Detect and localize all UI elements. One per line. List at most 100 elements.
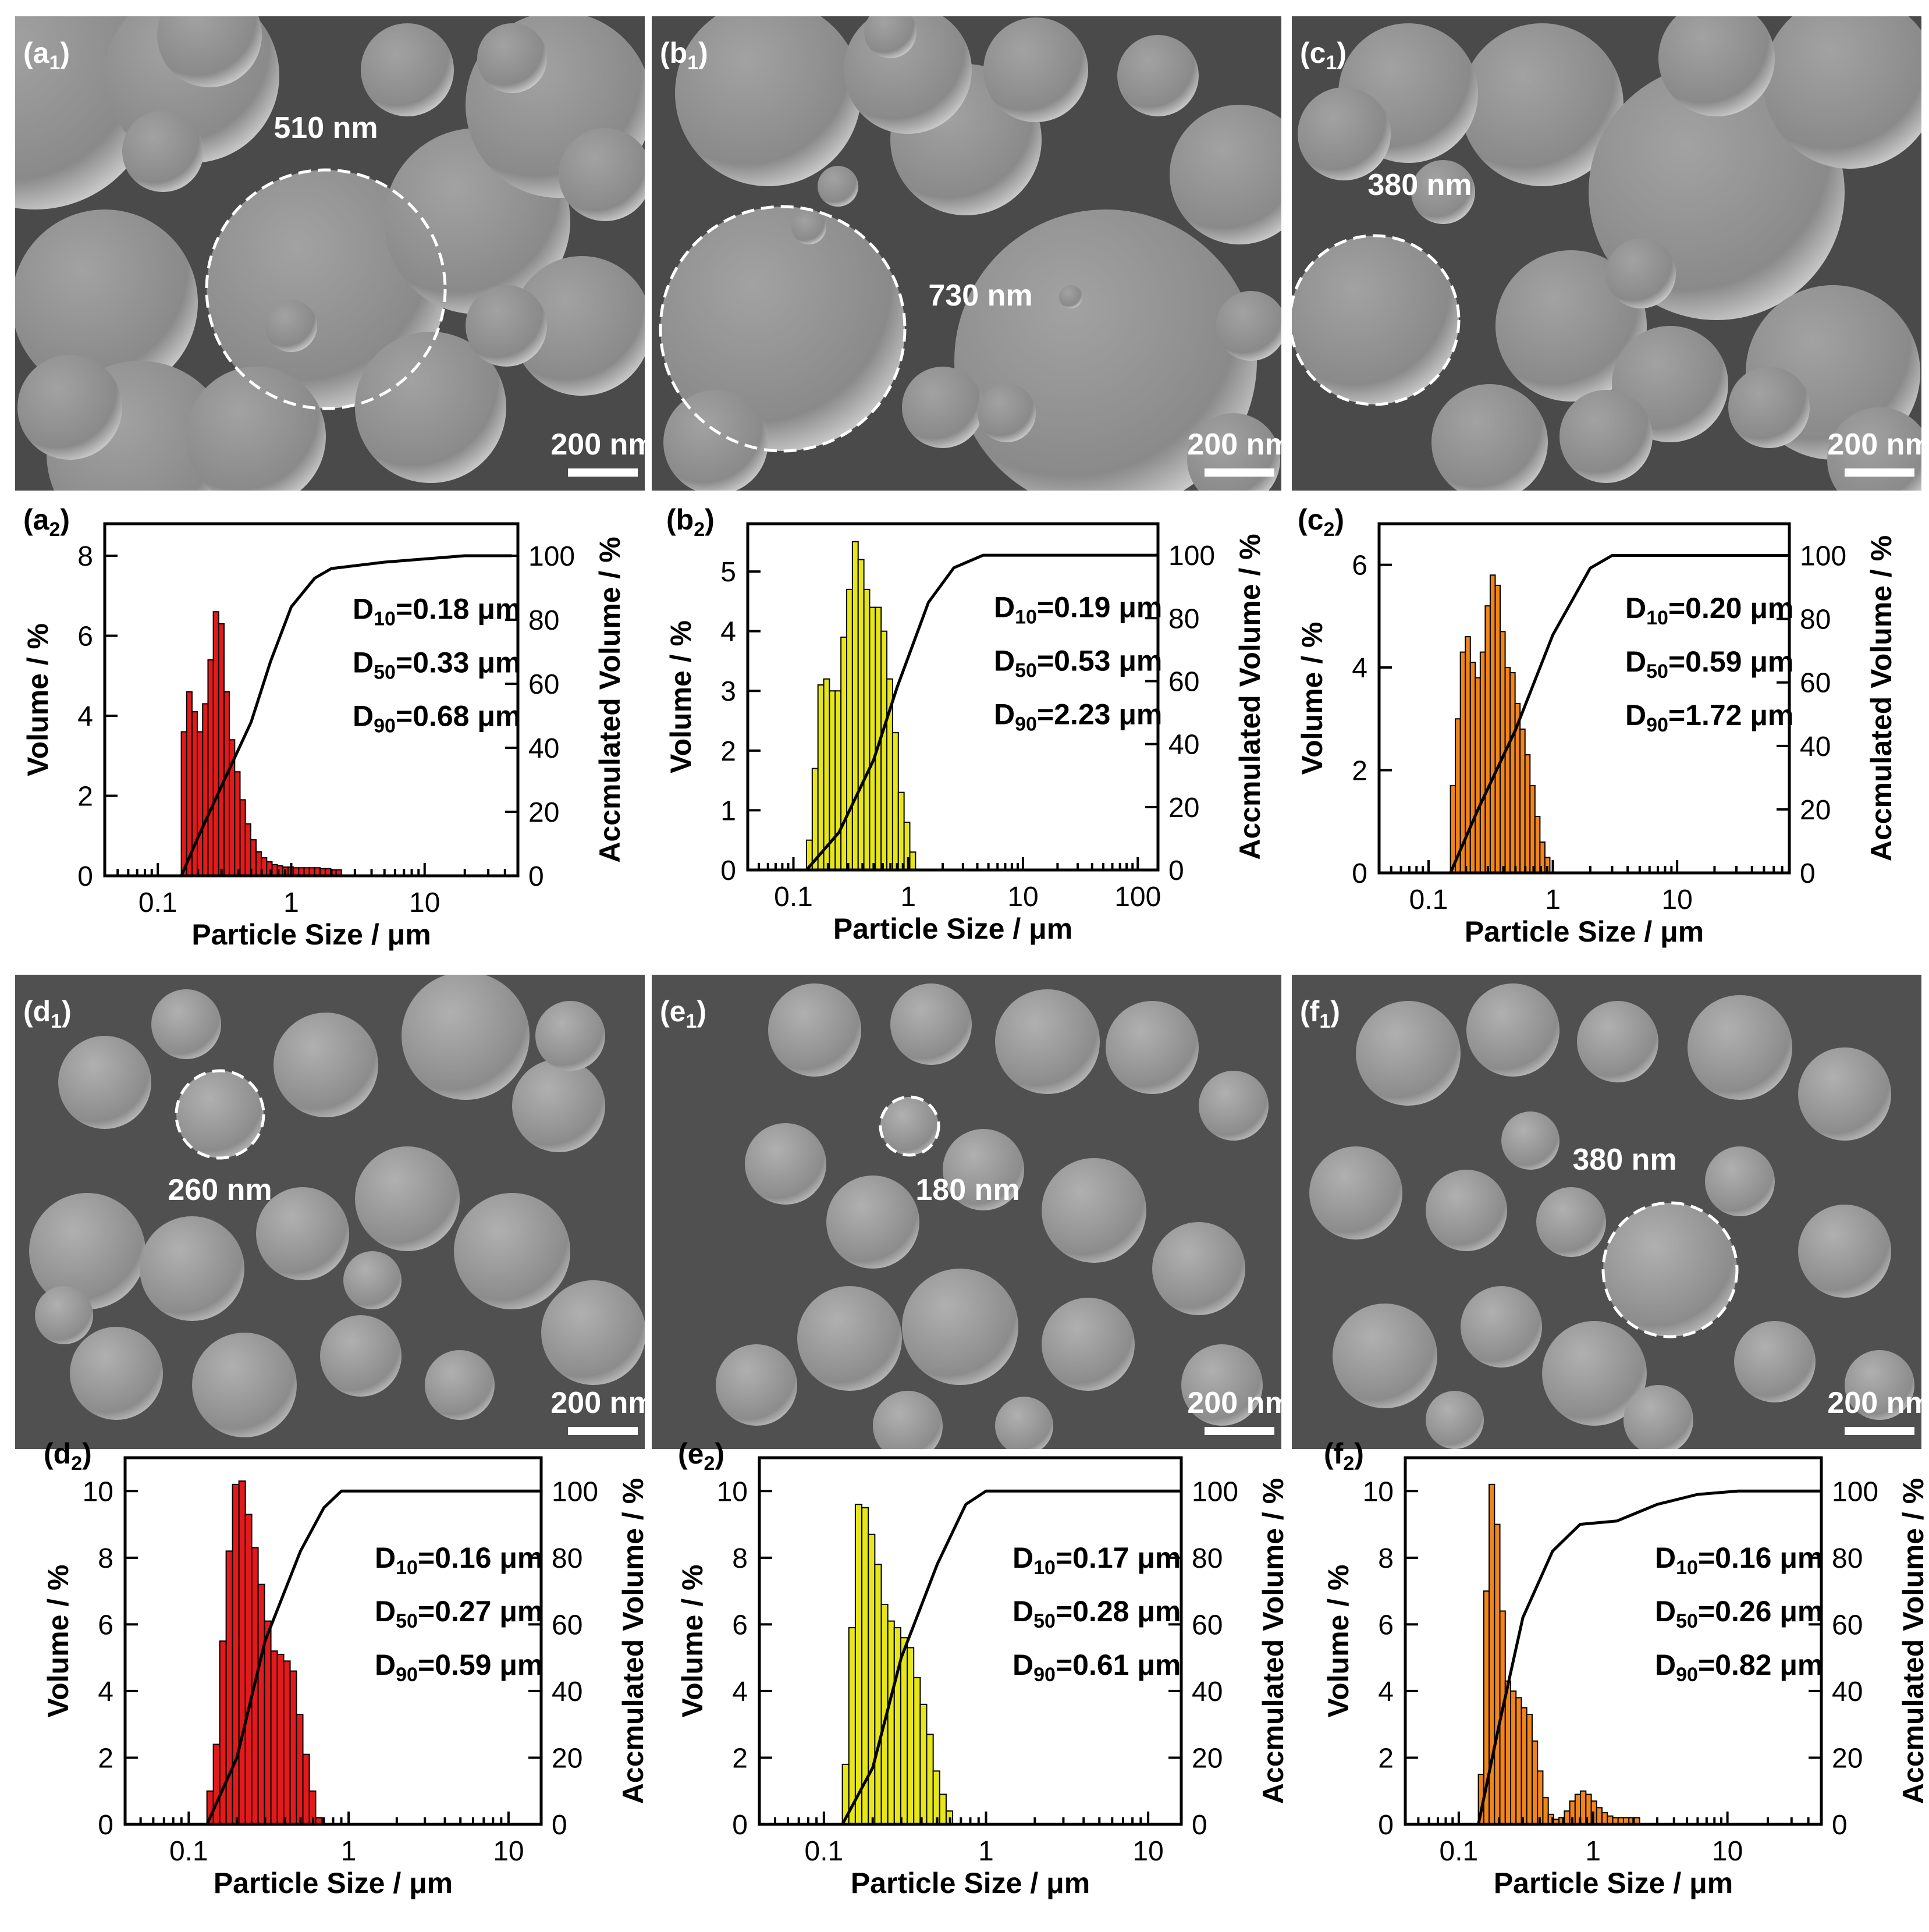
panel-label-b1-main: (b (660, 37, 687, 69)
x-tick-label: 0.1 (805, 1836, 844, 1867)
stat-d10-main: D (994, 591, 1015, 624)
stat-d10: D10=0.20 μm (1625, 592, 1793, 629)
panel-label-d1: (d1) (23, 995, 72, 1032)
sem-particle (791, 209, 826, 244)
histogram-bar (939, 1794, 947, 1826)
histogram-bar (234, 771, 241, 876)
y2-tick-label: 100 (1168, 541, 1215, 571)
particle-size-annotation: 380 nm (1572, 1143, 1676, 1177)
y-tick-label: 0 (77, 861, 93, 892)
sem-particle (1798, 1205, 1891, 1298)
histogram-bar (218, 623, 225, 876)
y-tick-label: 2 (1378, 1743, 1394, 1774)
sem-particle (1845, 1350, 1914, 1420)
histogram-bar (1564, 1810, 1571, 1825)
stat-d90-value: =0.82 μm (1698, 1649, 1823, 1681)
y2-tick-label: 60 (528, 669, 559, 700)
scale-bar (568, 468, 638, 477)
stat-d10: D10=0.17 μm (1013, 1542, 1181, 1579)
stat-d90-value: =2.23 μm (1037, 698, 1162, 731)
sem-particle (343, 1251, 402, 1309)
sem-particle (1763, 16, 1921, 169)
x-tick-label: 10 (1712, 1836, 1743, 1867)
sem-particle (978, 384, 1036, 442)
histogram-bar (854, 1504, 863, 1826)
plot-frame (746, 522, 1160, 872)
y-tick-label: 2 (720, 736, 736, 767)
y-tick-label: 0 (98, 1810, 113, 1841)
sem-particle (797, 1286, 902, 1391)
sem-particle (1333, 1304, 1437, 1408)
cumulative-curve (1477, 1489, 1821, 1825)
sem-particle (1542, 1321, 1647, 1426)
histogram-bar (1534, 815, 1541, 873)
stat-d10-sub: 10 (1033, 1557, 1056, 1579)
stat-d90-main: D (1655, 1649, 1676, 1681)
stat-d90-sub: 90 (374, 715, 396, 737)
stat-d10: D10=0.16 μm (375, 1542, 543, 1579)
y2-tick-label: 80 (1800, 605, 1831, 635)
histogram-bar (913, 1677, 921, 1825)
histogram-bar (863, 588, 871, 871)
histogram-bar (1469, 662, 1476, 874)
y-tick-label: 2 (98, 1743, 113, 1774)
x-tick-label: 0.1 (1409, 885, 1448, 915)
x-axis-title: Particle Size / μm (214, 1867, 453, 1899)
panel-label-e2-paren: ) (715, 1437, 724, 1470)
y2-tick-label: 40 (528, 733, 559, 764)
stat-d10-sub: 10 (1646, 607, 1668, 629)
stat-d50-main: D (1625, 645, 1646, 678)
y2-tick-label: 0 (1800, 858, 1816, 889)
y2-tick-label: 60 (1800, 668, 1831, 699)
histogram-bar (1504, 667, 1511, 873)
histogram-bar (232, 1483, 240, 1825)
y-tick-label: 8 (1378, 1543, 1394, 1574)
y2-tick-label: 60 (1168, 666, 1199, 697)
y-tick-label: 6 (732, 1610, 748, 1640)
sem-particle (273, 1013, 378, 1117)
panel-label-a2-paren: ) (60, 503, 70, 536)
stat-d10-main: D (1013, 1542, 1033, 1574)
sem-particle (1658, 16, 1775, 116)
histogram-bar (868, 1533, 876, 1826)
stat-d10-sub: 10 (396, 1557, 418, 1579)
stat-d10: D10=0.19 μm (994, 591, 1162, 628)
y2-axis-title: Accmulated Volume / % (1257, 1478, 1289, 1804)
stat-d90: D90=0.61 μm (1013, 1649, 1181, 1686)
histogram-bar (869, 606, 876, 871)
scale-bar (568, 1427, 638, 1435)
stat-d10-sub: 10 (1015, 606, 1037, 628)
sem-particle (1309, 1146, 1402, 1240)
sem-particle (1292, 236, 1459, 404)
stat-d90-sub: 90 (396, 1664, 418, 1686)
sem-particle (1734, 1321, 1816, 1402)
particle-size-annotation: 380 nm (1367, 168, 1472, 202)
histogram-bar (283, 1660, 291, 1825)
particle-size-annotation: 180 nm (915, 1173, 1019, 1207)
x-axis-title: Particle Size / μm (851, 1867, 1090, 1899)
sem-image-f1 (1292, 975, 1921, 1449)
sem-particle (1728, 367, 1810, 448)
histogram-bar (1542, 1797, 1549, 1826)
y2-tick-label: 40 (1192, 1677, 1223, 1707)
stat-d90-main: D (1625, 699, 1646, 731)
y-tick-label: 8 (98, 1543, 113, 1574)
stat-d50: D50=0.59 μm (1625, 645, 1793, 683)
sem-particle (70, 1327, 163, 1420)
y2-tick-label: 80 (1832, 1543, 1863, 1574)
histogram-bar (1509, 672, 1516, 873)
y2-tick-label: 100 (552, 1476, 598, 1507)
histogram-bar (1531, 1740, 1539, 1825)
histogram-bar (276, 1653, 285, 1826)
histogram-bar (857, 559, 865, 871)
sem-particle (1042, 1298, 1135, 1391)
histogram-bar (186, 691, 193, 876)
scale-bar (1205, 468, 1274, 477)
stat-d50-value: =0.27 μm (418, 1595, 543, 1628)
stat-d10-value: =0.16 μm (418, 1542, 543, 1574)
panel-label-f2-paren: ) (1354, 1437, 1364, 1470)
stat-d90: D90=0.59 μm (375, 1649, 543, 1686)
sem-particle (29, 1193, 145, 1309)
